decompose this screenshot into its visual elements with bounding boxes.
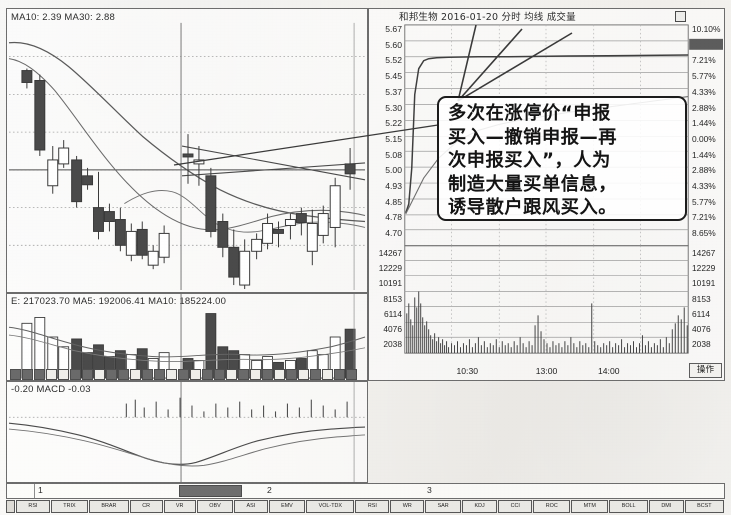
intraday-volume-axis-right: 14267 12229 10191 8153 6114 4076 2038 (690, 247, 723, 355)
indicator-button-cci[interactable]: CCI (498, 500, 533, 513)
price-tick-10: 4.93 (385, 181, 402, 191)
volume-tick-right-3: 8153 (692, 293, 711, 304)
annotation-line-2: 买入—撤销申报—再 (448, 126, 618, 148)
percent-tick-8: 1.44% (692, 149, 716, 160)
volume-tick-right-4: 6114 (692, 308, 711, 319)
tab-3[interactable]: 3 (427, 485, 432, 495)
intraday-time-axis: 10:30 13:00 14:00 (405, 365, 688, 378)
operate-button[interactable]: 操作 (689, 363, 722, 378)
price-tick-11: 4.85 (385, 196, 402, 207)
price-tick-4: 5.37 (385, 86, 402, 97)
indicator-button-rsi[interactable]: RSI (16, 500, 50, 513)
kline-volume-panel[interactable]: E: 217023.70 MA5: 192006.41 MA10: 185224… (6, 293, 368, 381)
time-tick-0: 10:30 (456, 366, 479, 376)
percent-tick-13: 8.65% (692, 228, 716, 239)
page-tab-row[interactable]: 1 2 3 (6, 483, 725, 499)
percent-tick-10: 4.33% (692, 181, 716, 191)
kline-scroll-tick-strip[interactable] (6, 369, 368, 382)
indicator-button-vr[interactable]: VR (163, 500, 196, 513)
volume-header-readout: E: 217023.70 MA5: 192006.41 MA10: 185224… (11, 296, 227, 307)
indicator-button-vol-tdx[interactable]: VOL-TDX (306, 500, 355, 513)
macd-panel[interactable]: -0.20 MACD -0.03 (6, 381, 368, 483)
restore-window-icon[interactable] (675, 11, 686, 22)
time-tick-1: 13:00 (535, 366, 558, 376)
indicator-button-bcst[interactable]: BCST (684, 500, 724, 513)
percent-tick-9: 2.88% (692, 165, 716, 176)
indicator-button-sar[interactable]: SAR (425, 500, 462, 513)
annotation-line-1: 多次在涨停价“申报 (448, 103, 611, 124)
volume-tick-right-2: 10191 (692, 278, 716, 289)
indicator-button-bar[interactable]: RSI TRIX BRAR CR VR OBV ASI EMV VOL-TDX RSI WR SAR K… (16, 500, 725, 513)
price-tick-12: 4.78 (385, 212, 402, 223)
volume-tick-left-3: 8153 (383, 293, 402, 304)
indicator-button-trix[interactable]: TRIX (50, 500, 88, 513)
price-tick-9: 5.00 (385, 165, 402, 176)
trading-app-window: MA10: 2.39 MA30: 2.88 (6, 5, 725, 513)
percent-tick-12: 7.21% (692, 212, 716, 223)
percent-tick-7: 0.00% (692, 133, 716, 144)
indicator-button-rsi[interactable]: RSI (355, 500, 390, 513)
horizontal-scrollbar-thumb[interactable] (179, 485, 242, 497)
indicator-button-wr[interactable]: WR (390, 500, 425, 513)
percent-tick-2: 7.21% (692, 55, 716, 66)
volume-tick-right-1: 12229 (692, 263, 716, 274)
price-tick-6: 5.22 (385, 118, 402, 129)
price-tick-3: 5.45 (385, 71, 402, 82)
indicator-bar-left-cap[interactable] (6, 500, 15, 513)
percent-tick-0: 10.10% (692, 24, 721, 34)
macd-plot (8, 382, 366, 482)
volume-tick-left-6: 2038 (383, 339, 402, 350)
volume-tick-right-0: 14267 (692, 248, 716, 258)
indicator-button-brar[interactable]: BRAR (89, 500, 129, 513)
indicator-button-kdj[interactable]: KDJ (462, 500, 498, 513)
kline-plot (8, 22, 366, 291)
volume-tick-left-0: 14267 (378, 248, 402, 258)
kline-chart-panel[interactable]: MA10: 2.39 MA30: 2.88 (6, 8, 368, 293)
price-tick-2: 5.52 (385, 55, 402, 66)
time-tick-2: 14:00 (597, 366, 620, 376)
indicator-button-emv[interactable]: EMV (268, 500, 306, 513)
tab-2[interactable]: 2 (267, 485, 272, 495)
percent-tick-11: 5.77% (692, 196, 716, 207)
intraday-volume-axis-left: 14267 12229 10191 8153 6114 4076 2038 (370, 247, 404, 355)
percent-tick-4: 4.33% (692, 86, 716, 97)
volume-tick-left-4: 6114 (383, 308, 402, 319)
volume-tick-right-6: 2038 (692, 339, 711, 350)
price-tick-0: 5.67 (385, 24, 402, 34)
indicator-button-obv[interactable]: OBV (196, 500, 234, 513)
indicator-button-boll[interactable]: BOLL (609, 500, 648, 513)
volume-tick-left-5: 4076 (383, 324, 402, 334)
indicator-button-cr[interactable]: CR (129, 500, 163, 513)
indicator-button-asi[interactable]: ASI (234, 500, 268, 513)
annotation-line-4: 制造大量买单信息， (448, 173, 618, 195)
price-tick-1: 5.60 (385, 39, 402, 50)
volume-tick-right-5: 4076 (692, 324, 711, 334)
annotation-line-5: 诱导散户跟风买入。 (448, 197, 618, 218)
price-tick-5: 5.30 (385, 102, 402, 113)
indicator-button-mtm[interactable]: MTM (571, 500, 609, 513)
intraday-percent-axis: 10.10% 8.65% 7.21% 5.77% 4.33% 2.88% 1.44% 0.00… (690, 25, 723, 247)
annotation-line-3: 次申报买入”，人为 (448, 150, 611, 171)
annotation-callout: 多次在涨停价“申报 买入—撤销申报—再 次申报买入”，人为 制造大量买单信息， … (437, 96, 687, 221)
intraday-header-readout: 和邦生物 2016-01-20 分时 均线 成交量 (399, 12, 576, 23)
indicator-button-dmi[interactable]: DMI (648, 500, 684, 513)
volume-tick-left-2: 10191 (378, 278, 402, 289)
percent-tick-6: 1.44% (692, 118, 716, 129)
kline-volume-plot (8, 294, 366, 380)
price-tick-13: 4.70 (385, 228, 402, 239)
tab-1[interactable]: 1 (38, 485, 43, 495)
indicator-button-roc[interactable]: ROC (533, 500, 571, 513)
kline-header-readout: MA10: 2.39 MA30: 2.88 (11, 12, 116, 23)
macd-header-readout: -0.20 MACD -0.03 (11, 384, 91, 395)
percent-tick-5: 2.88% (692, 102, 716, 113)
volume-tick-left-1: 12229 (378, 263, 402, 274)
percent-tick-3: 5.77% (692, 71, 716, 82)
